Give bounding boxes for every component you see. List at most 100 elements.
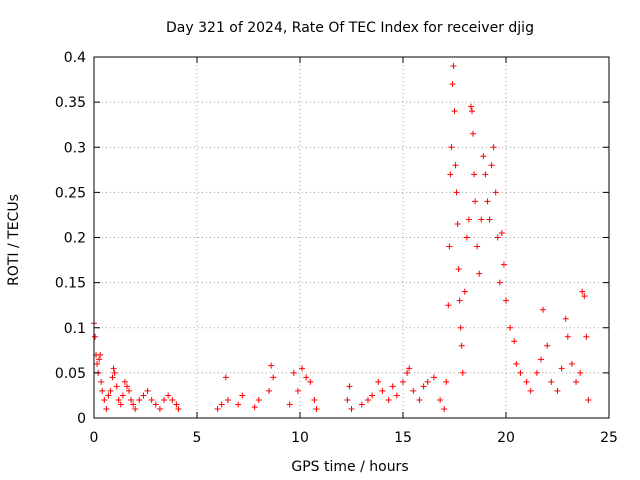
data-point	[268, 362, 275, 369]
data-point	[548, 378, 555, 385]
data-point	[130, 401, 137, 408]
data-point	[101, 396, 108, 403]
data-point	[533, 369, 540, 376]
data-point	[457, 324, 464, 331]
y-tick-label: 0.4	[64, 50, 86, 66]
data-point	[527, 387, 534, 394]
data-point	[152, 401, 159, 408]
data-point	[393, 392, 400, 399]
x-axis-label: GPS time / hours	[291, 459, 408, 475]
data-point	[235, 401, 242, 408]
y-tick-label: 0.35	[55, 95, 86, 111]
data-point	[109, 374, 116, 381]
data-point	[105, 392, 112, 399]
y-tick-label: 0.25	[55, 185, 86, 201]
data-point	[472, 198, 479, 205]
data-point	[119, 392, 126, 399]
data-point	[364, 396, 371, 403]
chart-title: Day 321 of 2024, Rate Of TEC Index for r…	[166, 20, 534, 36]
x-tick-label: 15	[394, 430, 412, 446]
y-tick-label: 0.3	[64, 140, 86, 156]
data-point	[107, 387, 114, 394]
data-point	[517, 369, 524, 376]
data-point	[140, 392, 147, 399]
data-point	[404, 369, 411, 376]
grid-lines	[94, 57, 609, 418]
data-point	[132, 405, 139, 412]
data-point	[562, 315, 569, 322]
data-point	[406, 365, 413, 372]
data-point	[573, 378, 580, 385]
data-point	[115, 396, 122, 403]
data-point	[449, 81, 456, 88]
data-point	[443, 378, 450, 385]
data-point	[450, 63, 457, 70]
y-tick-label: 0.1	[64, 321, 86, 337]
data-point	[251, 404, 258, 411]
data-point	[458, 342, 465, 349]
data-point	[113, 383, 120, 390]
data-point	[474, 243, 481, 250]
data-point	[303, 374, 310, 381]
data-point	[121, 378, 128, 385]
y-axis-label: ROTI / TECUs	[6, 194, 22, 286]
data-point	[97, 351, 104, 358]
data-point	[583, 333, 590, 340]
data-point	[239, 392, 246, 399]
data-point	[540, 306, 547, 313]
data-point	[410, 387, 417, 394]
data-point	[255, 396, 262, 403]
data-point	[498, 229, 505, 236]
data-point	[344, 396, 351, 403]
data-point	[446, 243, 453, 250]
data-point	[218, 401, 225, 408]
data-point	[270, 374, 277, 381]
data-point	[98, 378, 105, 385]
data-point	[103, 405, 110, 412]
data-point	[503, 297, 509, 304]
data-point	[117, 401, 124, 408]
data-point	[126, 387, 133, 394]
data-point	[424, 378, 431, 385]
data-point	[577, 369, 584, 376]
x-tick-label: 25	[600, 430, 618, 446]
data-point	[385, 396, 392, 403]
data-point	[348, 405, 355, 412]
data-point	[568, 360, 575, 367]
data-point	[454, 220, 461, 227]
data-point	[554, 387, 561, 394]
data-point	[469, 108, 476, 115]
x-tick-label: 20	[497, 430, 515, 446]
data-point	[128, 396, 135, 403]
data-point	[307, 378, 314, 385]
data-point	[369, 392, 376, 399]
data-point	[451, 108, 458, 115]
data-point	[294, 387, 301, 394]
data-point	[144, 387, 151, 394]
data-point	[290, 369, 297, 376]
data-point	[136, 396, 143, 403]
data-point	[471, 171, 478, 178]
data-point	[92, 333, 99, 340]
data-point	[94, 360, 101, 367]
data-point	[420, 383, 427, 390]
x-tick-label: 0	[90, 430, 99, 446]
data-point	[173, 401, 180, 408]
data-point	[476, 270, 483, 277]
data-point	[445, 302, 452, 309]
data-point	[447, 171, 454, 178]
data-point	[96, 356, 103, 363]
data-point	[488, 162, 495, 169]
y-tick-label: 0.05	[55, 366, 86, 382]
data-point	[490, 144, 497, 151]
data-point	[266, 387, 273, 394]
data-point	[544, 342, 551, 349]
data-point	[467, 103, 474, 110]
plot-frame	[93, 56, 610, 419]
data-point	[165, 392, 172, 399]
data-point	[346, 383, 353, 390]
data-point	[224, 396, 231, 403]
data-point	[465, 216, 472, 223]
data-point	[311, 396, 318, 403]
